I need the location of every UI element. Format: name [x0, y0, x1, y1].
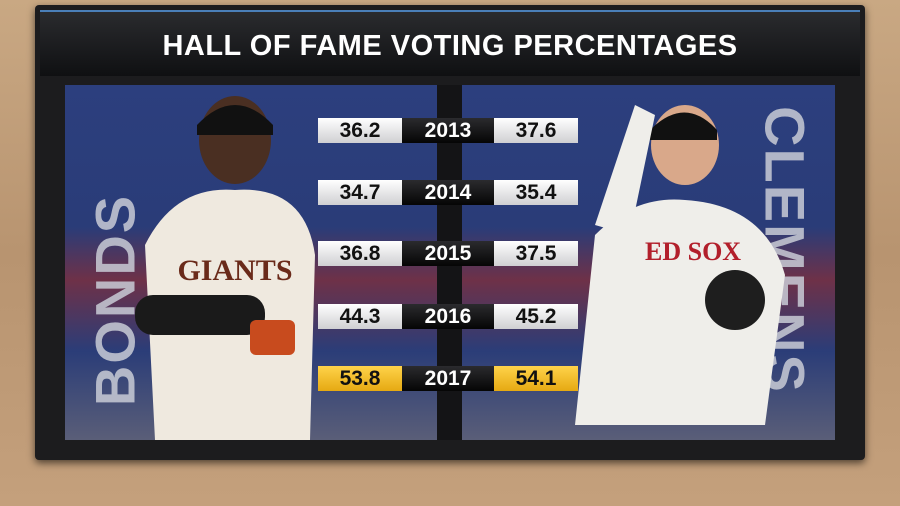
left-percentage: 36.2 — [318, 118, 402, 143]
left-percentage: 36.8 — [318, 241, 402, 266]
right-percentage: 45.2 — [494, 304, 578, 329]
vote-row: 34.7 2014 35.4 — [318, 180, 578, 205]
year: 2016 — [402, 304, 494, 329]
svg-text:ED SOX: ED SOX — [645, 237, 741, 266]
left-percentage: 53.8 — [318, 366, 402, 391]
svg-text:GIANTS: GIANTS — [177, 254, 292, 287]
title-bar: HALL OF FAME VOTING PERCENTAGES — [40, 10, 860, 76]
year: 2013 — [402, 118, 494, 143]
right-percentage: 35.4 — [494, 180, 578, 205]
vote-row: 36.8 2015 37.5 — [318, 241, 578, 266]
vote-row: 53.8 2017 54.1 — [318, 366, 578, 391]
left-player-photo: GIANTS — [135, 96, 315, 440]
left-percentage: 34.7 — [318, 180, 402, 205]
left-percentage: 44.3 — [318, 304, 402, 329]
year: 2017 — [402, 366, 494, 391]
vote-row: 36.2 2013 37.6 — [318, 118, 578, 143]
right-percentage: 54.1 — [494, 366, 578, 391]
right-player-photo: ED SOX — [575, 105, 785, 425]
right-percentage: 37.6 — [494, 118, 578, 143]
year: 2015 — [402, 241, 494, 266]
vote-row: 44.3 2016 45.2 — [318, 304, 578, 329]
right-percentage: 37.5 — [494, 241, 578, 266]
year: 2014 — [402, 180, 494, 205]
title: HALL OF FAME VOTING PERCENTAGES — [162, 30, 738, 62]
